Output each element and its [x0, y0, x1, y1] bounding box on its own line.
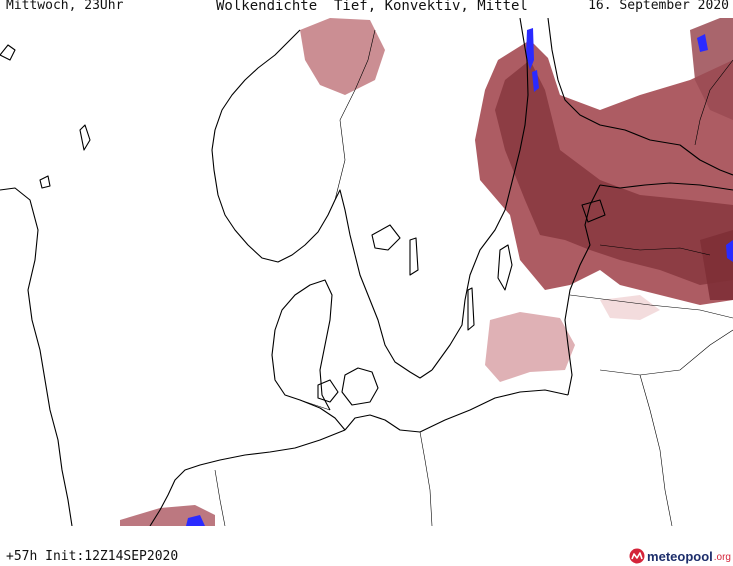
border-denmark-germany — [299, 399, 331, 411]
border-layer — [214, 18, 733, 526]
border-estonia-latvia — [599, 244, 711, 256]
coast-gulf-finland-south — [599, 182, 733, 191]
lake-ladoga — [726, 240, 733, 262]
coast-jutland — [271, 279, 346, 431]
coast-vanern — [371, 224, 401, 251]
coast-baltic-states — [564, 184, 601, 396]
lake-north — [526, 28, 534, 70]
coastline-layer — [0, 18, 733, 526]
run-info-label: +57h Init:12Z14SEP2020 — [6, 549, 179, 564]
coast-finland — [547, 18, 733, 176]
coast-zealand — [341, 367, 379, 406]
border-norway-sweden — [334, 29, 376, 201]
lakes-layer — [186, 28, 733, 526]
valid-time-label: Mittwoch, 23Uhr — [6, 0, 124, 13]
border-germany-netherlands — [214, 469, 226, 526]
cloud-region-poland-faint — [600, 295, 660, 320]
border-poland-belarus — [639, 374, 673, 526]
map-title: Wolkendichte Tief, Konvektiv, Mittel — [216, 0, 528, 14]
coast-britain — [0, 187, 73, 526]
border-latvia-lithuania — [569, 294, 733, 319]
coast-funen — [317, 379, 339, 403]
coast-orkney — [39, 175, 51, 189]
border-poland-germany — [419, 431, 433, 526]
coast-gotland — [497, 244, 513, 291]
footer: +57h Init:12Z14SEP2020 meteopool .org — [0, 526, 733, 566]
logo-tld: .org — [713, 552, 731, 563]
header: Mittwoch, 23Uhr Wolkendichte Tief, Konve… — [0, 0, 733, 18]
cloud-region-baltic-core — [495, 60, 733, 285]
border-finland-russia — [694, 59, 733, 146]
coast-oland — [467, 287, 475, 331]
cloud-region-poland — [485, 312, 575, 382]
date-label: 16. September 2020 — [588, 0, 729, 13]
lake-siljan — [532, 70, 539, 92]
coast-saaremaa — [581, 199, 606, 223]
coast-shetland — [79, 124, 91, 151]
coast-poland-germany — [344, 389, 569, 433]
coast-sweden-east — [431, 18, 529, 371]
cloud-cover-layer — [120, 18, 733, 526]
coast-sweden-west — [354, 254, 433, 379]
border-lithuania-belarus — [599, 329, 733, 376]
lake-finland — [697, 34, 708, 52]
cloud-region-russia-east — [700, 230, 733, 300]
cloud-region-north-norway — [300, 18, 385, 95]
coast-britain-north — [0, 44, 16, 61]
lake-ijssel — [186, 515, 205, 526]
coast-north-sea — [149, 429, 346, 526]
meteopool-logo[interactable]: meteopool .org — [629, 546, 731, 566]
logo-text: meteopool — [647, 548, 713, 564]
coast-vattern — [409, 237, 419, 276]
weather-map — [0, 18, 733, 526]
meteopool-logo-icon — [629, 548, 645, 564]
